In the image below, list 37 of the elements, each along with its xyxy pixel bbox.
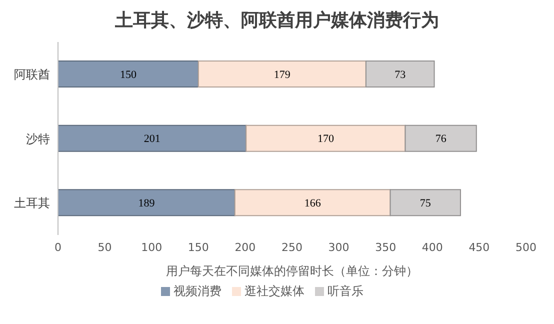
bar (365, 60, 435, 88)
x-axis-title: 用户每天在不同媒体的停留时长（单位：分钟） (166, 264, 418, 278)
x-tick-label: 450 (468, 240, 490, 254)
bar (198, 60, 366, 88)
data-label: 166 (304, 198, 322, 210)
bar (58, 189, 236, 216)
x-tick-label: 250 (282, 240, 302, 254)
data-label: 76 (435, 133, 447, 146)
x-tick-label: 0 (54, 240, 62, 254)
x-tick-label: 150 (188, 240, 209, 254)
data-label: 179 (274, 68, 291, 81)
bar (390, 189, 461, 216)
y-tick-label: 沙特 (26, 132, 50, 146)
legend-label: 视频消费 (174, 284, 222, 298)
legend-label: 逛社交媒体 (244, 284, 304, 298)
bar (58, 124, 247, 152)
data-label: 189 (138, 198, 156, 210)
bar (246, 124, 406, 152)
data-label: 75 (420, 198, 432, 210)
chart-title: 土耳其、沙特、阿联酋用户媒体消费行为 (114, 9, 440, 33)
data-label: 170 (317, 133, 334, 146)
x-tick-label: 400 (422, 240, 443, 254)
x-tick-label: 350 (375, 240, 396, 254)
data-label: 201 (144, 133, 160, 146)
x-tick-label: 50 (98, 240, 112, 254)
bar (58, 60, 199, 88)
x-tick-label: 500 (516, 240, 536, 254)
x-tick-label: 300 (328, 240, 350, 254)
y-tick-label: 土耳其 (14, 196, 50, 210)
x-tick-label: 100 (141, 240, 162, 254)
y-tick-label: 阿联酋 (14, 67, 50, 82)
bar (404, 124, 477, 152)
bar (234, 189, 391, 216)
data-label: 73 (394, 68, 406, 81)
legend-label: 听音乐 (328, 284, 364, 298)
x-tick-label: 200 (234, 240, 256, 254)
data-label: 150 (120, 68, 137, 81)
